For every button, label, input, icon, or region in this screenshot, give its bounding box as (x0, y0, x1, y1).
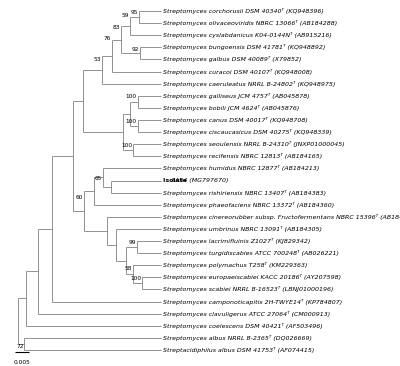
Text: 53: 53 (94, 57, 101, 62)
Text: Streptomyces rishiriensis NBRC 13407ᵀ (AB184383): Streptomyces rishiriensis NBRC 13407ᵀ (A… (163, 190, 326, 195)
Text: Streptomyces albus NRRL B-2365ᵀ (DQ026669): Streptomyces albus NRRL B-2365ᵀ (DQ02666… (163, 335, 312, 341)
Text: 76: 76 (104, 36, 111, 41)
Text: Streptomyces ciscaucasicus DSM 40275ᵀ (KQ948339): Streptomyces ciscaucasicus DSM 40275ᵀ (K… (163, 129, 332, 135)
Text: 100: 100 (126, 94, 137, 100)
Text: 72: 72 (16, 344, 24, 349)
Text: 0.005: 0.005 (13, 360, 30, 365)
Text: Streptomyces recifensis NBRC 12813ᵀ (AB184165): Streptomyces recifensis NBRC 12813ᵀ (AB1… (163, 153, 322, 159)
Text: 92: 92 (132, 47, 139, 52)
Text: Streptomyces caeruleatus NRRL B-24802ᵀ (KQ948975): Streptomyces caeruleatus NRRL B-24802ᵀ (… (163, 81, 335, 87)
Text: Streptomyces lacrimifluinis Z1027ᵀ (KJ829342): Streptomyces lacrimifluinis Z1027ᵀ (KJ82… (163, 238, 310, 244)
Text: Streptomyces bobili JCM 4624ᵀ (AB045876): Streptomyces bobili JCM 4624ᵀ (AB045876) (163, 105, 299, 111)
Text: Streptomyces bungoensis DSM 41781ᵀ (KQ948892): Streptomyces bungoensis DSM 41781ᵀ (KQ94… (163, 44, 325, 51)
Text: Streptomyces curacoi DSM 40107ᵀ (KQ948008): Streptomyces curacoi DSM 40107ᵀ (KQ94800… (163, 68, 312, 75)
Text: 3AS4 (MG797670): 3AS4 (MG797670) (171, 178, 228, 183)
Text: Streptomyces coelescens DSM 40421ᵀ (AF503496): Streptomyces coelescens DSM 40421ᵀ (AF50… (163, 323, 323, 329)
Text: Streptomyces cinereorubber subsp. Fructofermentans NBRC 15396ᵀ (AB184647): Streptomyces cinereorubber subsp. Fructo… (163, 214, 400, 220)
Text: 65: 65 (95, 176, 102, 180)
Text: Streptomyces humidus NBRC 12877ᵀ (AB184213): Streptomyces humidus NBRC 12877ᵀ (AB1842… (163, 165, 319, 171)
Text: 100: 100 (130, 276, 142, 281)
Text: Isolate: Isolate (163, 178, 189, 183)
Text: Streptomyces scabiei NRRL B-16523ᵀ (LBNJ01000196): Streptomyces scabiei NRRL B-16523ᵀ (LBNJ… (163, 287, 334, 292)
Text: 60: 60 (76, 195, 83, 199)
Text: Streptomyces olivaceoviridis NBRC 13066ᵀ (AB184288): Streptomyces olivaceoviridis NBRC 13066ᵀ… (163, 20, 337, 26)
Text: 95: 95 (131, 10, 138, 15)
Text: Streptomyces camponoticapitis 2H-TWYE14ᵀ (KP784807): Streptomyces camponoticapitis 2H-TWYE14ᵀ… (163, 299, 342, 305)
Text: 58: 58 (124, 266, 132, 271)
Text: Streptomyces europaeiscabiei KACC 20186ᵀ (AY207598): Streptomyces europaeiscabiei KACC 20186ᵀ… (163, 274, 341, 280)
Text: Streptomyces turgidiscabies ATCC 700248ᵀ (AB026221): Streptomyces turgidiscabies ATCC 700248ᵀ… (163, 250, 339, 256)
Text: Streptomyces polymachus T258ᵀ (KM229363): Streptomyces polymachus T258ᵀ (KM229363) (163, 262, 308, 268)
Text: Streptomyces umbrinus NBRC 13091ᵀ (AB184305): Streptomyces umbrinus NBRC 13091ᵀ (AB184… (163, 226, 322, 232)
Text: Streptomyces galliseus JCM 4757ᵀ (AB045878): Streptomyces galliseus JCM 4757ᵀ (AB0458… (163, 93, 310, 99)
Text: 100: 100 (121, 143, 132, 148)
Text: Streptomyces corchorusii DSM 40340ᵀ (KQ948396): Streptomyces corchorusii DSM 40340ᵀ (KQ9… (163, 8, 324, 14)
Text: 100: 100 (126, 119, 137, 124)
Text: 59: 59 (122, 14, 129, 18)
Text: 83: 83 (113, 25, 120, 30)
Text: Streptomyces canus DSM 40017ᵀ (KQ948708): Streptomyces canus DSM 40017ᵀ (KQ948708) (163, 117, 308, 123)
Text: Streptomyces galbus DSM 40089ᵀ (X79852): Streptomyces galbus DSM 40089ᵀ (X79852) (163, 56, 302, 63)
Text: Streptomyces clavuligerus ATCC 27064ᵀ (CM000913): Streptomyces clavuligerus ATCC 27064ᵀ (C… (163, 311, 330, 317)
Text: 99: 99 (128, 240, 136, 245)
Text: Streptomyces seoulensis NRRL B-24310ᵀ (JNXP01000045): Streptomyces seoulensis NRRL B-24310ᵀ (J… (163, 141, 345, 147)
Text: Streptomyces phaeofaciens NBRC 13372ᵀ (AB184360): Streptomyces phaeofaciens NBRC 13372ᵀ (A… (163, 202, 334, 208)
Text: Streptomyces cyslabdanicus K04-0144Nᵀ (AB915216): Streptomyces cyslabdanicus K04-0144Nᵀ (A… (163, 32, 332, 38)
Text: Streptacidiphilus albus DSM 41753ᵀ (AF074415): Streptacidiphilus albus DSM 41753ᵀ (AF07… (163, 347, 314, 353)
